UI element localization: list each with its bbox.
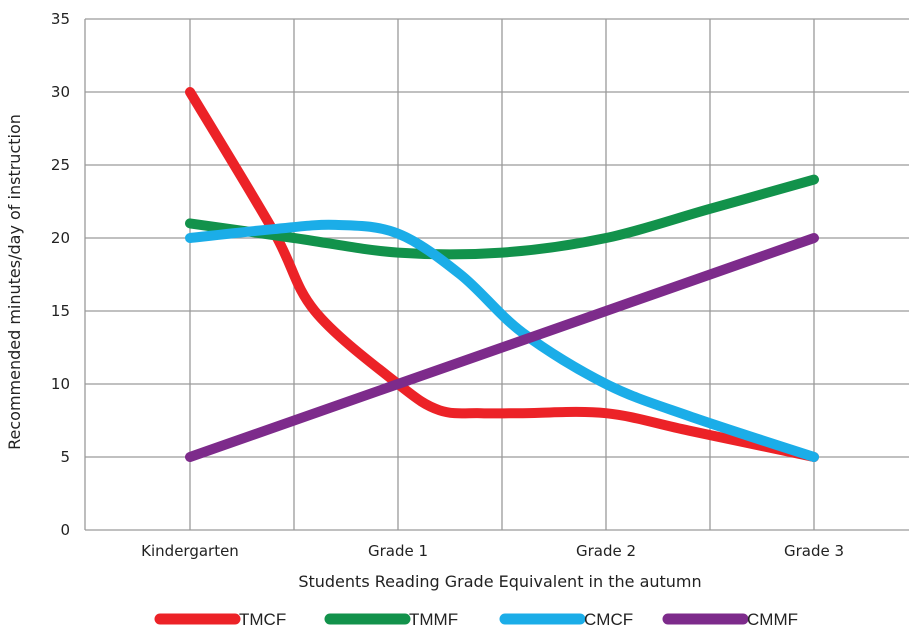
y-tick-label: 10 xyxy=(51,375,70,393)
legend-label-cmcf: CMCF xyxy=(584,610,633,629)
y-axis-ticks: 0 5 10 15 20 25 30 35 xyxy=(51,10,70,539)
y-tick-label: 20 xyxy=(51,229,70,247)
series-line-tmcf xyxy=(185,87,819,462)
y-tick-label: 5 xyxy=(60,448,70,466)
series-line-cmcf xyxy=(185,219,819,462)
y-tick-label: 30 xyxy=(51,83,70,101)
x-tick-label: Grade 2 xyxy=(576,542,636,560)
x-axis-title: Students Reading Grade Equivalent in the… xyxy=(298,572,701,591)
y-tick-label: 0 xyxy=(60,521,70,539)
y-tick-label: 15 xyxy=(51,302,70,320)
x-axis-ticks: Kindergarten Grade 1 Grade 2 Grade 3 xyxy=(141,542,844,560)
x-tick-label: Grade 1 xyxy=(368,542,428,560)
x-tick-label: Grade 3 xyxy=(784,542,844,560)
series-line-cmmf xyxy=(185,233,819,462)
legend-label-cmmf: CMMF xyxy=(747,610,798,629)
y-tick-label: 25 xyxy=(51,156,70,174)
grid xyxy=(84,18,909,531)
legend-label-tmcf: TMCF xyxy=(239,610,286,629)
legend: TMCF TMMF CMCF CMMF xyxy=(154,610,798,629)
x-tick-label: Kindergarten xyxy=(141,542,239,560)
series-lines xyxy=(185,87,819,462)
y-tick-label: 35 xyxy=(51,10,70,28)
y-axis-title: Recommended minutes/day of instruction xyxy=(5,114,24,450)
series-line-tmmf xyxy=(185,174,819,260)
legend-label-tmmf: TMMF xyxy=(409,610,458,629)
